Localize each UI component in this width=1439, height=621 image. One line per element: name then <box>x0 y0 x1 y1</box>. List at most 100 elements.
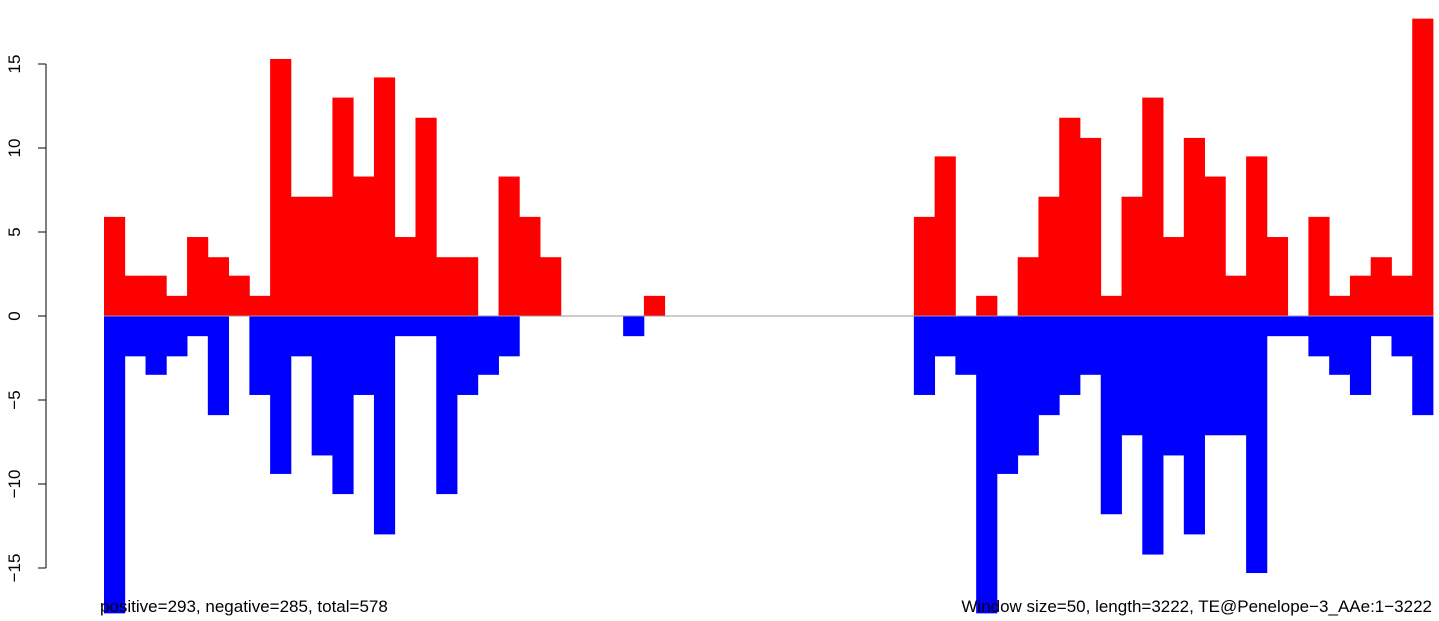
negative-bar-15 <box>415 316 437 337</box>
positive-bar-51 <box>1163 237 1185 316</box>
positive-bar-0 <box>104 216 126 316</box>
positive-bar-16 <box>436 257 458 316</box>
negative-bar-19 <box>498 316 520 357</box>
negative-bar-39 <box>913 316 936 395</box>
positive-bar-19 <box>498 176 520 316</box>
negative-bar-57 <box>1287 316 1309 337</box>
positive-bar-47 <box>1079 137 1102 316</box>
positive-bar-53 <box>1204 176 1226 316</box>
positive-bar-55 <box>1246 156 1268 316</box>
positive-bar-10 <box>311 196 333 316</box>
negative-bar-8 <box>270 316 292 474</box>
positive-bar-62 <box>1391 275 1413 316</box>
positive-bar-63 <box>1412 18 1434 316</box>
y-tick-label: −10 <box>5 470 24 499</box>
positive-bar-6 <box>228 275 250 316</box>
negative-bar-47 <box>1079 316 1102 375</box>
negative-bar-18 <box>477 316 499 375</box>
negative-bar-16 <box>436 316 458 495</box>
positive-bar-46 <box>1059 117 1081 316</box>
positive-bar-52 <box>1183 137 1205 316</box>
positive-bar-1 <box>124 275 146 316</box>
positive-bar-14 <box>394 237 416 316</box>
positive-bar-3 <box>166 295 188 316</box>
negative-bar-50 <box>1142 316 1164 555</box>
positive-bar-56 <box>1266 237 1289 316</box>
negative-bar-48 <box>1100 316 1122 515</box>
negative-bar-0 <box>104 316 126 614</box>
positive-bar-8 <box>270 58 292 317</box>
negative-bar-25 <box>623 316 645 337</box>
positive-bar-26 <box>643 295 666 316</box>
positive-bar-13 <box>373 77 396 316</box>
negative-bar-60 <box>1349 316 1372 395</box>
negative-bar-53 <box>1204 316 1226 436</box>
positive-bar-12 <box>353 176 375 316</box>
negative-bar-59 <box>1329 316 1351 375</box>
positive-bar-42 <box>976 295 998 316</box>
positive-bar-61 <box>1370 257 1392 316</box>
y-tick-label: −5 <box>5 390 24 409</box>
positive-bar-11 <box>332 97 354 316</box>
negative-bar-14 <box>394 316 416 337</box>
positive-bar-60 <box>1349 275 1372 316</box>
negative-bar-11 <box>332 316 354 495</box>
negative-bar-41 <box>955 316 977 375</box>
positive-bar-5 <box>207 257 229 316</box>
negative-bar-62 <box>1391 316 1413 357</box>
negative-bar-5 <box>207 316 229 416</box>
negative-bar-42 <box>976 316 998 614</box>
y-tick-label: 10 <box>5 139 24 158</box>
negative-bar-10 <box>311 316 333 456</box>
y-tick-label: −15 <box>5 554 24 583</box>
positive-bar-7 <box>249 295 271 316</box>
summary-annotation: positive=293, negative=285, total=578 <box>100 597 388 616</box>
negative-bar-54 <box>1225 316 1247 436</box>
negative-bar-4 <box>187 316 209 337</box>
positive-bar-17 <box>457 257 479 316</box>
positive-bar-40 <box>934 156 956 316</box>
negative-bar-7 <box>249 316 271 395</box>
positive-bar-49 <box>1121 196 1143 316</box>
negative-bar-2 <box>145 316 167 375</box>
positive-bar-20 <box>519 216 541 316</box>
positive-bar-58 <box>1308 216 1330 316</box>
positive-bar-48 <box>1100 295 1122 316</box>
positive-bar-45 <box>1038 196 1060 316</box>
positive-bar-39 <box>913 216 936 316</box>
negative-bar-9 <box>290 316 313 357</box>
y-axis: −15 −10 −5 0 5 10 15 <box>5 55 47 583</box>
negative-bar-40 <box>934 316 956 357</box>
negative-bar-55 <box>1246 316 1268 574</box>
y-tick-label: 5 <box>5 227 24 236</box>
negative-bar-52 <box>1183 316 1205 535</box>
negative-bar-56 <box>1266 316 1289 337</box>
positive-bar-54 <box>1225 275 1247 316</box>
window-info-annotation: Window size=50, length=3222, TE@Penelope… <box>961 597 1432 616</box>
positive-bar-44 <box>1017 257 1039 316</box>
positive-bar-2 <box>145 275 167 316</box>
negative-bar-1 <box>124 316 146 357</box>
negative-bar-63 <box>1412 316 1434 416</box>
y-tick-label: 0 <box>5 311 24 320</box>
negative-bar-3 <box>166 316 188 357</box>
negative-bar-51 <box>1163 316 1185 456</box>
negative-bar-58 <box>1308 316 1330 357</box>
positive-bar-15 <box>415 117 437 316</box>
negative-bar-17 <box>457 316 479 395</box>
negative-bar-61 <box>1370 316 1392 337</box>
negative-bar-13 <box>373 316 396 535</box>
negative-bar-46 <box>1059 316 1081 395</box>
negative-bar-49 <box>1121 316 1143 436</box>
negative-bar-45 <box>1038 316 1060 416</box>
negative-bar-12 <box>353 316 375 395</box>
positive-bar-59 <box>1329 295 1351 316</box>
positive-bar-21 <box>540 257 562 316</box>
bars-group <box>104 18 1434 614</box>
negative-bar-43 <box>996 316 1019 474</box>
positive-bar-9 <box>290 196 313 316</box>
negative-bar-44 <box>1017 316 1039 456</box>
positive-bar-4 <box>187 237 209 316</box>
positive-bar-50 <box>1142 97 1164 316</box>
